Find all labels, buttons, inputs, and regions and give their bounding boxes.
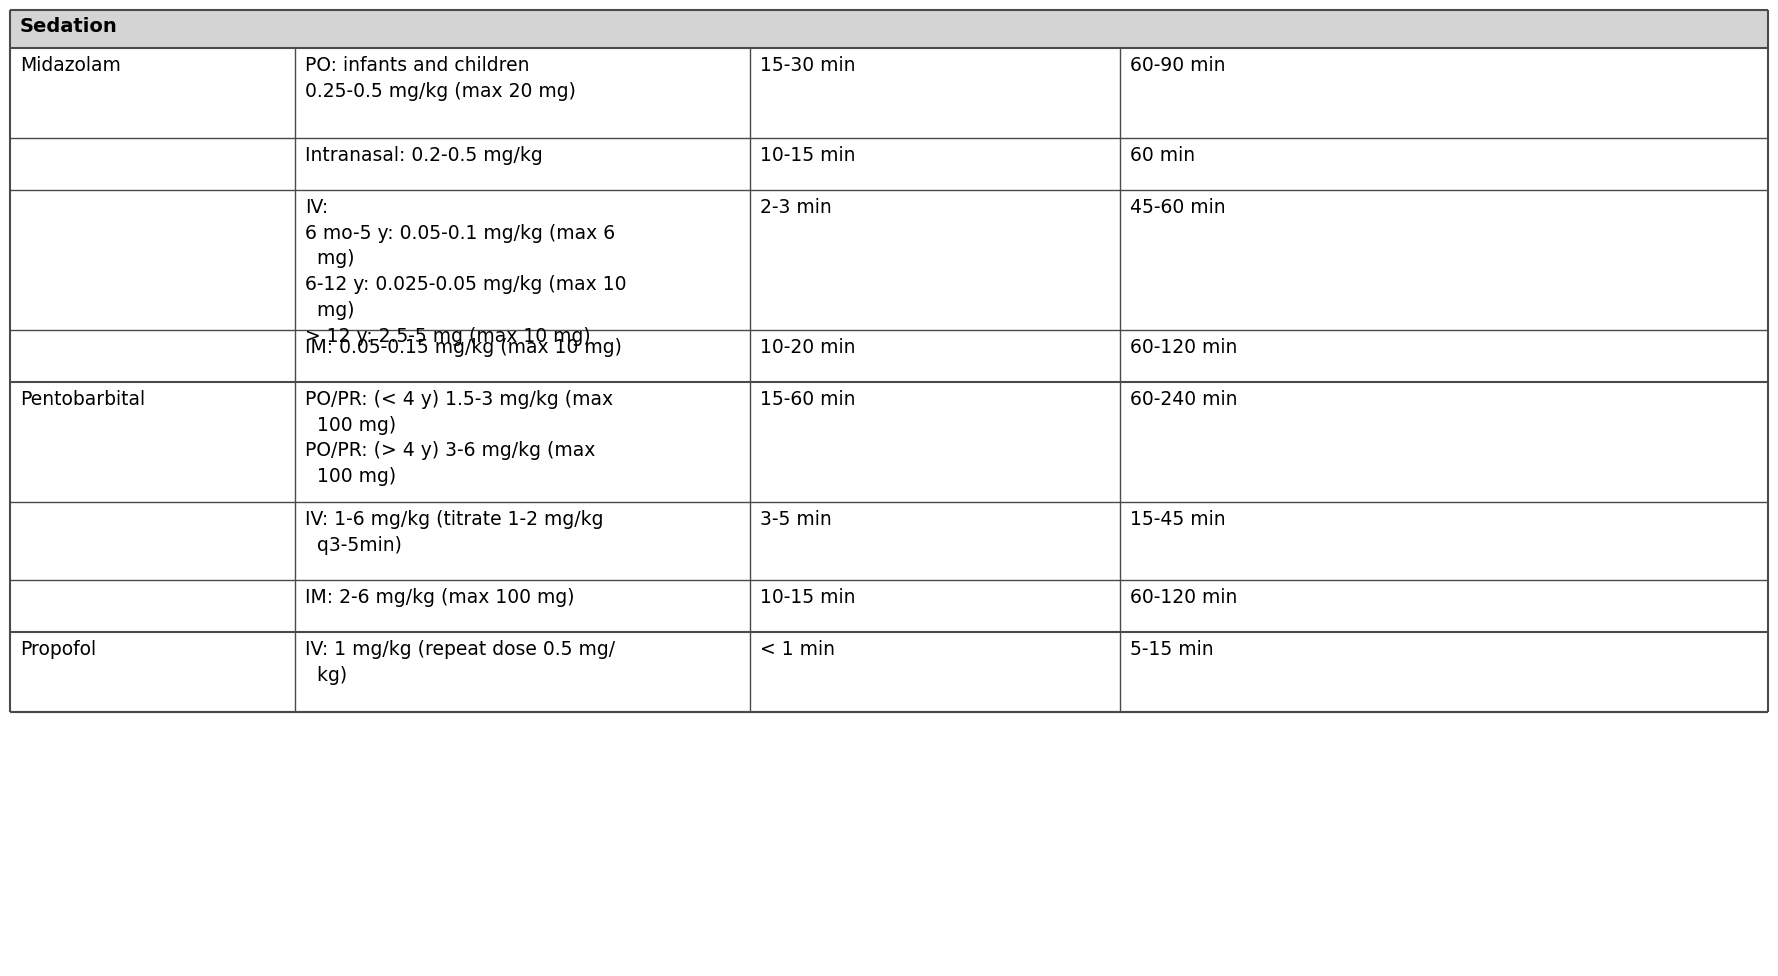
Text: PO: infants and children
0.25-0.5 mg/kg (max 20 mg): PO: infants and children 0.25-0.5 mg/kg … [306,56,576,101]
Text: PO/PR: (< 4 y) 1.5-3 mg/kg (max
  100 mg)
PO/PR: (> 4 y) 3-6 mg/kg (max
  100 mg: PO/PR: (< 4 y) 1.5-3 mg/kg (max 100 mg) … [306,390,613,486]
Text: 15-30 min: 15-30 min [759,56,855,75]
Text: 60-120 min: 60-120 min [1131,338,1237,357]
Text: Propofol: Propofol [20,640,96,659]
Text: 60 min: 60 min [1131,146,1195,165]
Text: Pentobarbital: Pentobarbital [20,390,146,409]
Text: 10-15 min: 10-15 min [759,146,855,165]
Text: Sedation: Sedation [20,17,117,36]
Text: 60-90 min: 60-90 min [1131,56,1225,75]
Text: IM: 0.05-0.15 mg/kg (max 10 mg): IM: 0.05-0.15 mg/kg (max 10 mg) [306,338,622,357]
Text: 10-20 min: 10-20 min [759,338,855,357]
Text: 5-15 min: 5-15 min [1131,640,1214,659]
Bar [11,10,1767,48]
Text: IV:
6 mo-5 y: 0.05-0.1 mg/kg (max 6
  mg)
6-12 y: 0.025-0.05 mg/kg (max 10
  mg): IV: 6 mo-5 y: 0.05-0.1 mg/kg (max 6 mg) … [306,198,626,346]
Text: 10-15 min: 10-15 min [759,588,855,607]
Text: IV: 1-6 mg/kg (titrate 1-2 mg/kg
  q3-5min): IV: 1-6 mg/kg (titrate 1-2 mg/kg q3-5min… [306,510,603,554]
Text: 3-5 min: 3-5 min [759,510,832,529]
Text: 60-120 min: 60-120 min [1131,588,1237,607]
Text: IV: 1 mg/kg (repeat dose 0.5 mg/
  kg): IV: 1 mg/kg (repeat dose 0.5 mg/ kg) [306,640,615,685]
Text: 2-3 min: 2-3 min [759,198,832,217]
Text: 15-60 min: 15-60 min [759,390,855,409]
Text: IM: 2-6 mg/kg (max 100 mg): IM: 2-6 mg/kg (max 100 mg) [306,588,574,607]
Text: 15-45 min: 15-45 min [1131,510,1225,529]
Text: Intranasal: 0.2-0.5 mg/kg: Intranasal: 0.2-0.5 mg/kg [306,146,542,165]
Text: Midazolam: Midazolam [20,56,121,75]
Text: 60-240 min: 60-240 min [1131,390,1237,409]
Text: 45-60 min: 45-60 min [1131,198,1225,217]
Text: < 1 min: < 1 min [759,640,836,659]
